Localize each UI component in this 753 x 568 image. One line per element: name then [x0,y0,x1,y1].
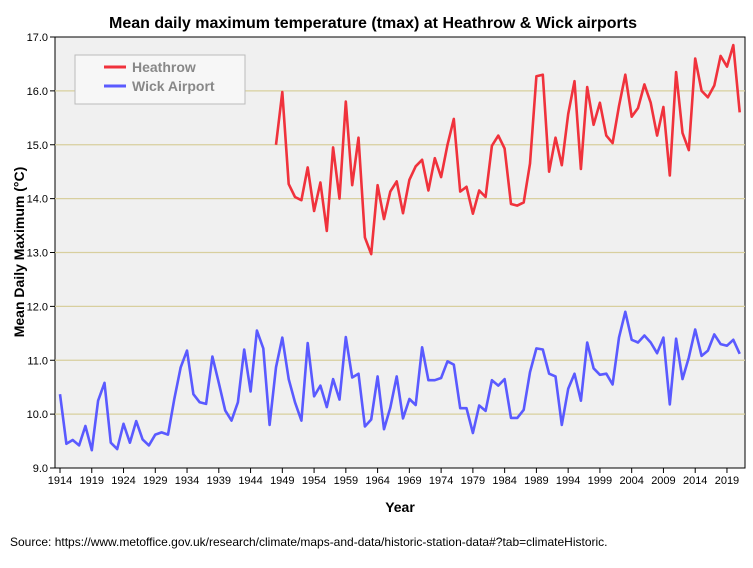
x-tick-label: 1994 [556,475,580,487]
x-tick-label: 1919 [80,475,104,487]
x-tick-label: 1959 [334,475,358,487]
x-tick-label: 1934 [175,475,199,487]
x-tick-label: 1954 [302,475,326,487]
y-tick-label: 15.0 [27,140,48,152]
legend-label-wick: Wick Airport [132,78,215,94]
legend-label-heathrow: Heathrow [132,59,196,75]
x-tick-label: 1939 [207,475,231,487]
y-tick-label: 10.0 [27,409,48,421]
x-tick-label: 1929 [143,475,167,487]
x-tick-label: 2009 [651,475,675,487]
y-tick-label: 13.0 [27,248,48,260]
x-tick-label: 2004 [619,475,643,487]
x-tick-label: 1989 [524,475,548,487]
source-note: Source: https://www.metoffice.gov.uk/res… [10,535,608,549]
x-tick-label: 2019 [715,475,739,487]
x-tick-label: 1949 [270,475,294,487]
x-tick-label: 2014 [683,475,707,487]
x-tick-label: 1984 [492,475,516,487]
y-tick-label: 17.0 [27,32,48,44]
y-tick-label: 14.0 [27,194,48,206]
x-tick-label: 1924 [111,475,135,487]
x-tick-label: 1999 [588,475,612,487]
x-tick-label: 1964 [365,475,389,487]
chart-title: Mean daily maximum temperature (tmax) at… [109,15,637,32]
x-axis-label: Year [385,499,415,515]
x-tick-label: 1914 [48,475,72,487]
y-axis-label: Mean Daily Maximum (°C) [11,167,27,338]
y-tick-label: 12.0 [27,301,48,313]
y-tick-label: 11.0 [27,355,48,367]
x-tick-label: 1944 [238,475,262,487]
legend: Heathrow Wick Airport [75,55,245,104]
x-tick-label: 1979 [461,475,485,487]
y-tick-label: 9.0 [33,463,48,475]
x-tick-label: 1974 [429,475,453,487]
x-tick-label: 1969 [397,475,421,487]
y-tick-label: 16.0 [27,86,48,98]
